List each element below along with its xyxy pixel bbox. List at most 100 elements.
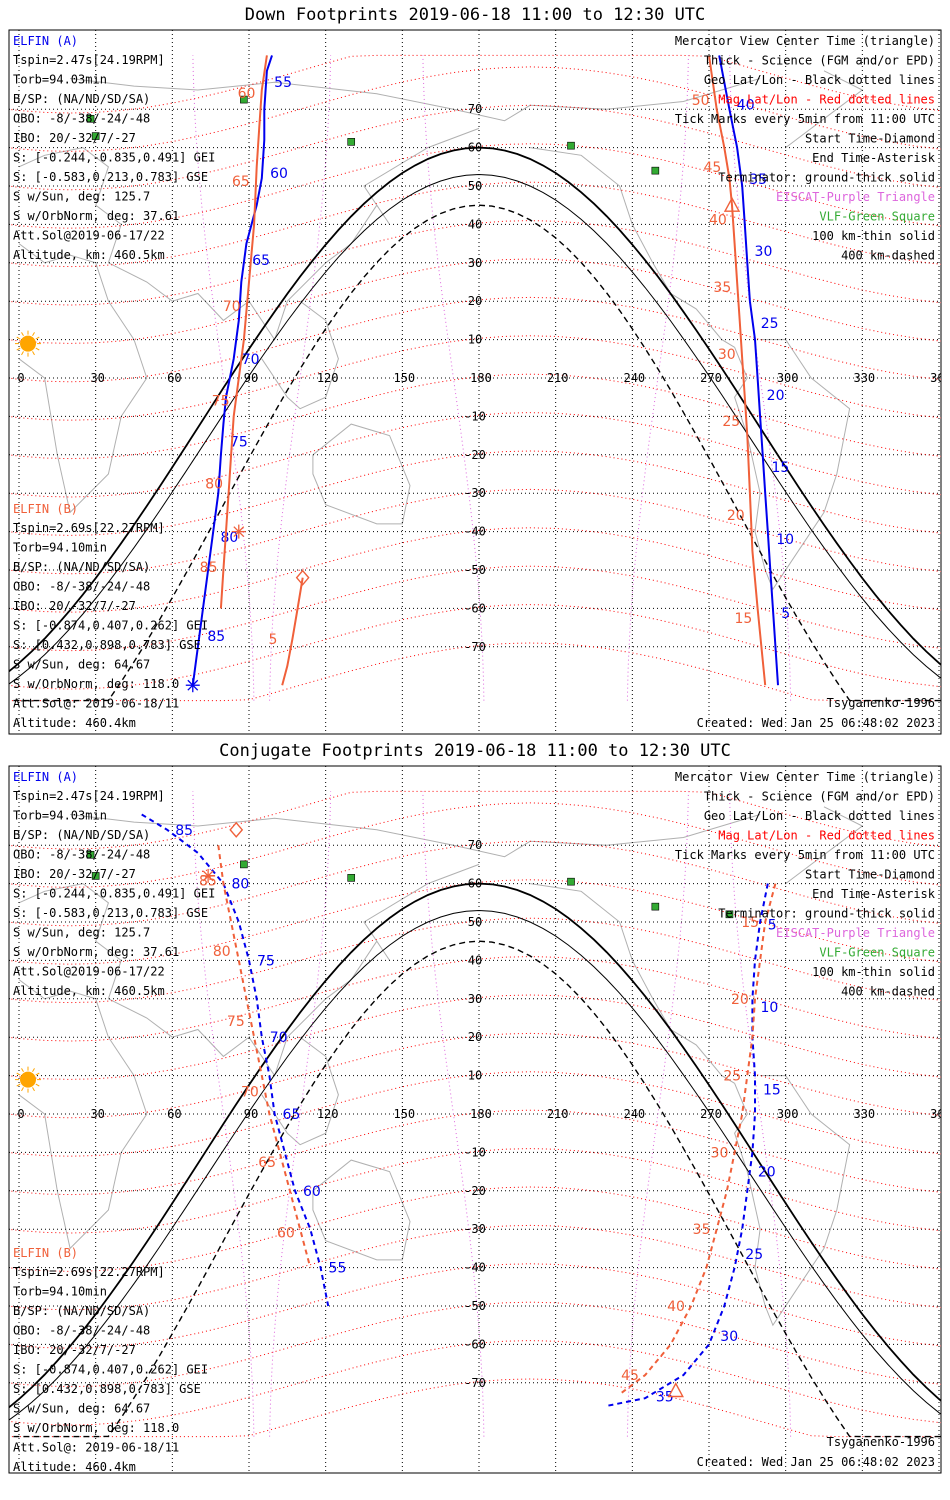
elfin-a-info-line-3: OBO: -8/-38/-24/-48 [13,848,150,862]
elfin-b-info-line-9: Att.Sol@: 2019-06-18/11 [13,1441,179,1455]
track-time-label-1-1: 35 [749,172,767,188]
sun-ray-120 [21,1087,24,1092]
elfin-b-info-line-4: IBO: 20/-32/7/-27 [13,599,136,613]
legend-line-5: Start Time-Diamond [805,868,935,882]
elfin-b-info-line-1: Torb=94.10min [13,541,107,555]
y-tick-label--60: -60 [464,1337,486,1351]
track-time-label-3-1: 20 [731,992,749,1008]
track-time-label-0-6: 55 [329,1261,347,1277]
mag-parallel--2 [9,1148,941,1234]
elfin-a-header: ELFIN (A) [13,34,78,48]
vlf-station-square-0 [240,95,248,104]
mag-parallel--2 [9,412,941,498]
mag-parallel-5 [9,143,941,229]
track-time-label-0-5: 80 [220,530,238,546]
terminator-100km [9,173,941,685]
vlf-station-square-2 [91,132,100,140]
mag-meridian-1 [269,55,332,701]
elfin-a-info-line-5: S: [-0.244,-0.835,0.491] GEI [13,151,215,165]
track-time-label-3-0: 15 [741,915,759,931]
track-time-label-2-0: 60 [238,86,256,102]
mag-parallel-2 [9,258,941,344]
y-tick-label--20: -20 [464,448,486,462]
track-time-label-0-2: 75 [257,953,275,969]
x-tick-label-150: 150 [393,1107,415,1121]
footprint-track-4 [708,55,767,686]
coastline-4 [530,883,735,1084]
mag-parallel-1 [9,1032,941,1119]
legend-line-3: Mag Lat/Lon - Red dotted lines [718,829,935,843]
mag-meridian-0 [192,55,255,701]
x-tick-label-330: 330 [853,1107,875,1121]
y-tick-label--40: -40 [464,1261,486,1275]
vlf-station-square-3 [347,138,356,146]
conjugate-footprints-map: 0306090120150180210240270300330360-70-60… [8,765,942,1474]
elfin-a-info-line-1: Torb=94.03min [13,73,107,87]
track-time-label-3-4: 35 [693,1222,711,1238]
terminator-400km [9,204,941,702]
footprint-track-1 [718,55,779,686]
track-time-label-2-4: 80 [205,477,223,493]
y-tick-label-20: 20 [468,1030,482,1044]
mag-parallel-3 [9,956,941,1042]
created-timestamp: Created: Wed Jan 25 06:48:02 2023 [697,1455,935,1469]
mag-parallel--1 [9,373,941,460]
y-tick-label-20: 20 [468,294,482,308]
vlf-station-square-2 [91,872,100,880]
elfin-b-info-line-5: S: [-0.874,0.407,0.262] GEI [13,619,208,633]
mag-parallel-6 [9,104,941,191]
y-tick-label-70: 70 [468,102,482,116]
track-time-label-4-6: 20 [727,508,745,524]
sun-ray-30 [35,1083,40,1087]
x-tick-label-300: 300 [777,371,799,385]
elfin-a-info-line-5: S: [-0.244,-0.835,0.491] GEI [13,887,215,901]
track-time-label-0-1: 60 [270,166,288,182]
legend-line-4: Tick Marks every 5min from 11:00 UTC [675,848,935,862]
elfin-a-info-line-4: IBO: 20/-32/7/-27 [13,867,136,881]
track-time-label-1-6: 35 [656,1390,674,1406]
elfin-a-info-line-0: Tspin=2.47s[24.19RPM] [13,53,165,67]
coastline-6 [785,806,864,884]
sun-ray-240 [21,1068,24,1073]
x-tick-label-330: 330 [853,371,875,385]
track-time-label-0-4: 65 [283,1107,301,1123]
track-time-label-4-7: 15 [735,611,753,627]
panel-title-down: Down Footprints 2019-06-18 11:00 to 12:3… [244,5,706,25]
y-tick-label-10: 10 [468,1069,482,1083]
elfin-b-info-line-6: S: [0.432,0.898,0.783] GSE [13,638,201,652]
x-tick-label-30: 30 [90,371,104,385]
x-tick-label-90: 90 [244,371,258,385]
elfin-b-info-line-0: Tspin=2.69s[22.27RPM] [13,521,165,535]
end-asterisk-elfin-b-stroke-135 [202,870,214,882]
y-tick-label--20: -20 [464,1184,486,1198]
y-tick-label--60: -60 [464,601,486,615]
sun-ray-240 [21,332,24,337]
model-label: Tsyganenko-1996 [827,696,935,710]
elfin-b-info-line-10: Altitude: 460.4km [13,716,136,730]
track-time-label-2-4: 65 [258,1155,276,1171]
x-tick-label-180: 180 [470,1107,492,1121]
legend-line-4: Tick Marks every 5min from 11:00 UTC [675,112,935,126]
mag-meridian-1 [269,791,332,1437]
footprint-track-2 [219,55,268,609]
elfin-a-info-line-8: S w/OrbNorm, deg: 37.61 [13,945,179,959]
mag-parallel-7 [9,802,941,888]
track-time-label-0-0: 55 [274,75,292,91]
coastline-7 [261,1036,339,1146]
legend-line-7: Terminator: ground-thick solid [718,171,935,185]
coastline-7 [261,300,339,410]
center-triangle-elfin-b [723,196,741,212]
elfin-a-info-line-7: S w/Sun, deg: 125.7 [13,926,150,940]
mag-parallel--7 [9,604,941,690]
track-time-label-0-3: 70 [270,1030,288,1046]
y-tick-label--30: -30 [464,486,486,500]
legend-line-9: VLF-Green Square [819,210,935,224]
footprint-track-3 [618,883,777,1396]
track-time-label-0-0: 85 [175,823,193,839]
sun-ray-330 [35,336,40,340]
legend-line-10: 100 km-thin solid [812,965,935,979]
mag-parallel-6 [9,840,941,927]
track-time-label-2-2: 75 [227,1014,245,1030]
vlf-station-square-6 [725,910,734,919]
mag-parallel--6 [9,565,941,652]
